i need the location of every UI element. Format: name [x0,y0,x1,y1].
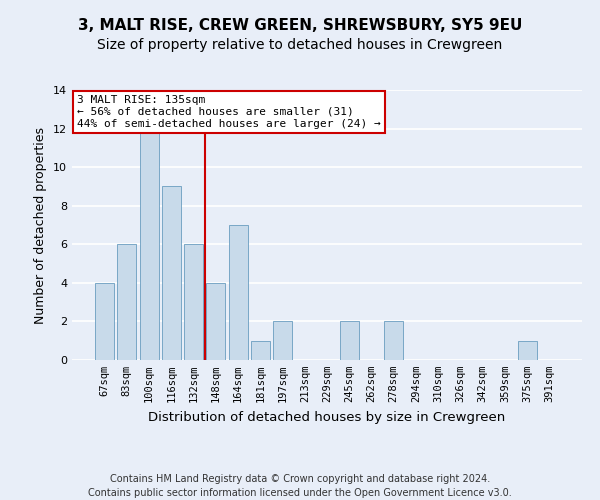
Bar [118,244,136,360]
Bar [140,128,158,360]
Text: 3 MALT RISE: 135sqm
← 56% of detached houses are smaller (31)
44% of semi-detach: 3 MALT RISE: 135sqm ← 56% of detached ho… [77,96,381,128]
Bar [251,340,270,360]
Bar [384,322,403,360]
Bar [162,186,181,360]
Bar [95,283,114,360]
Bar [184,244,203,360]
Bar [518,340,536,360]
Bar [340,322,359,360]
Text: Size of property relative to detached houses in Crewgreen: Size of property relative to detached ho… [97,38,503,52]
Y-axis label: Number of detached properties: Number of detached properties [34,126,47,324]
Bar [206,283,225,360]
X-axis label: Distribution of detached houses by size in Crewgreen: Distribution of detached houses by size … [148,410,506,424]
Bar [273,322,292,360]
Text: Contains HM Land Registry data © Crown copyright and database right 2024.
Contai: Contains HM Land Registry data © Crown c… [88,474,512,498]
Bar [229,225,248,360]
Text: 3, MALT RISE, CREW GREEN, SHREWSBURY, SY5 9EU: 3, MALT RISE, CREW GREEN, SHREWSBURY, SY… [78,18,522,32]
